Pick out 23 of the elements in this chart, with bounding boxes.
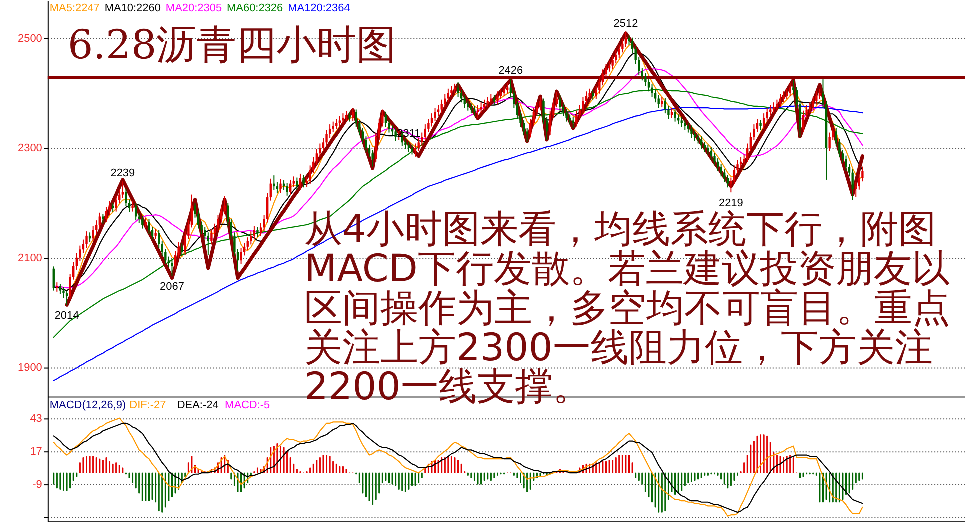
annotation: 2239 — [110, 168, 136, 180]
y-tick-label: 1900 — [18, 362, 42, 374]
y-tick-label: 17 — [30, 446, 42, 458]
annotation: 2512 — [614, 18, 638, 30]
text: DEA:-24 — [177, 400, 219, 412]
text: MACD:-5 — [225, 400, 270, 412]
y-tick-label: 43 — [30, 412, 42, 425]
annotation: 2014 — [54, 310, 80, 322]
annotation: 2219 — [718, 198, 744, 210]
y-tick-label: 2500 — [18, 32, 42, 45]
chart-title: MACD(12,26,9) — [50, 400, 126, 412]
annotation: 2067 — [160, 280, 184, 293]
series-label: DIF:-27 — [130, 400, 166, 412]
y-tick-label: 2300 — [18, 142, 42, 155]
text: 6.28沥青四小时图 — [68, 22, 397, 68]
text: MA60:2326 — [227, 2, 284, 15]
text: MA120:2364 — [288, 2, 350, 15]
y-tick-label: -9 — [32, 479, 42, 492]
text: MA5:2247 — [50, 2, 100, 15]
text: MA20:2305 — [166, 2, 222, 15]
y-tick-label: 2100 — [18, 252, 42, 264]
text: MA10:2260 — [104, 2, 161, 15]
annotation: 2426 — [498, 65, 524, 78]
